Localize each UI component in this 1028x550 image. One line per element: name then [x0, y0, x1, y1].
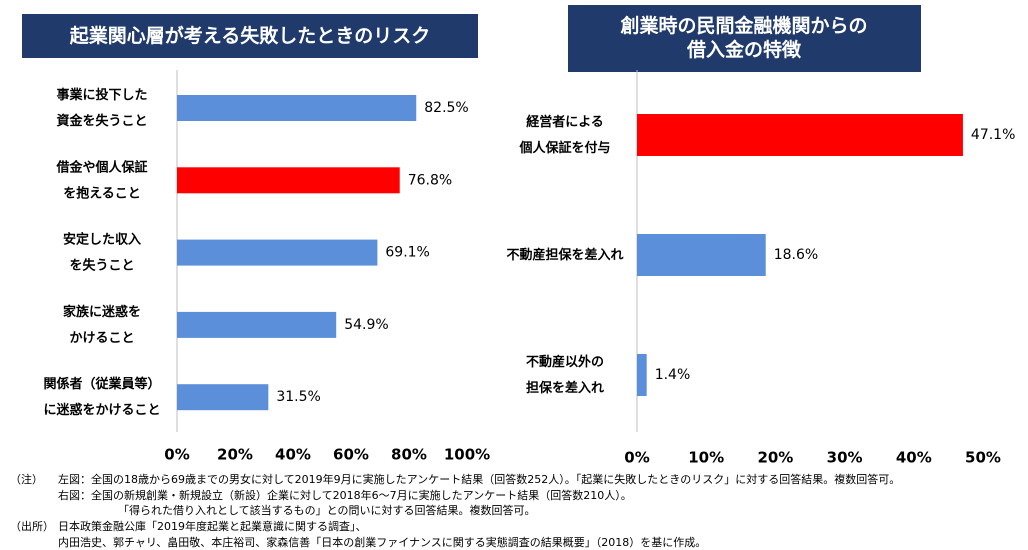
- value-label: 31.5%: [276, 389, 320, 405]
- category-label: 関係者（従業員等）に迷惑をかけること: [43, 376, 160, 418]
- x-tick-label: 50%: [965, 449, 1001, 467]
- value-label: 54.9%: [344, 317, 388, 333]
- category-label: 不動産以外の担保を差入れ: [526, 354, 604, 396]
- category-label: 事業に投下した資金を失うこと: [56, 87, 147, 129]
- x-tick-label: 40%: [896, 449, 932, 467]
- x-tick-label: 0%: [624, 449, 649, 467]
- bar: [177, 384, 269, 411]
- category-label: 不動産担保を差入れ: [506, 247, 623, 263]
- value-label: 69.1%: [385, 245, 429, 261]
- x-tick-label: 10%: [688, 449, 724, 467]
- category-label: 借金や個人保証を抱えること: [55, 159, 147, 201]
- category-label: 安定した収入を失うこと: [63, 231, 141, 273]
- value-label: 18.6%: [774, 247, 818, 263]
- note-line: 左図：全国の18歳から69歳までの男女に対して2019年9月に実施したアンケート…: [58, 472, 900, 486]
- title-box: [22, 14, 478, 58]
- source-line: 日本政策金融公庫「2019年度起業と起業意識に関する調査」、: [58, 519, 367, 533]
- bar: [637, 354, 647, 396]
- category-label: 経営者による個人保証を付与: [518, 114, 610, 156]
- chart-title: 創業時の民間金融機関からの借入金の特徴: [620, 14, 867, 61]
- source-label: （出所）: [10, 519, 54, 533]
- x-tick-label: 100%: [444, 446, 490, 464]
- x-tick-label: 30%: [827, 449, 863, 467]
- value-label: 82.5%: [424, 100, 468, 116]
- bar: [637, 114, 963, 156]
- note-line: 右図：全国の新規創業・新規設立（新設）企業に対して2018年6～7月に実施したア…: [58, 488, 632, 502]
- x-tick-label: 0%: [164, 446, 189, 464]
- x-tick-label: 80%: [391, 446, 427, 464]
- category-label: 家族に迷惑をかけること: [63, 303, 141, 345]
- x-tick-label: 20%: [757, 449, 793, 467]
- bar: [177, 95, 417, 121]
- title-box: [568, 5, 921, 72]
- value-label: 47.1%: [971, 127, 1015, 143]
- x-tick-label: 60%: [333, 446, 369, 464]
- value-label: 1.4%: [655, 367, 691, 383]
- value-label: 76.8%: [408, 172, 452, 188]
- note-label: （注）: [10, 472, 43, 486]
- bar: [177, 311, 337, 338]
- x-tick-label: 40%: [275, 446, 311, 464]
- x-tick-label: 20%: [217, 446, 253, 464]
- note-line: 「得られた借り入れとして該当するもの」との問いに対する回答結果。複数回答可。: [118, 503, 536, 517]
- bar: [637, 234, 766, 276]
- bar: [177, 167, 400, 194]
- bar: [177, 239, 378, 266]
- chart-title: 起業関心層が考える失敗したときのリスク: [69, 24, 430, 47]
- source-line: 内田浩史、郭チャリ、畠田敬、本庄裕司、家森信善「日本の創業ファイナンスに関する実…: [58, 535, 706, 549]
